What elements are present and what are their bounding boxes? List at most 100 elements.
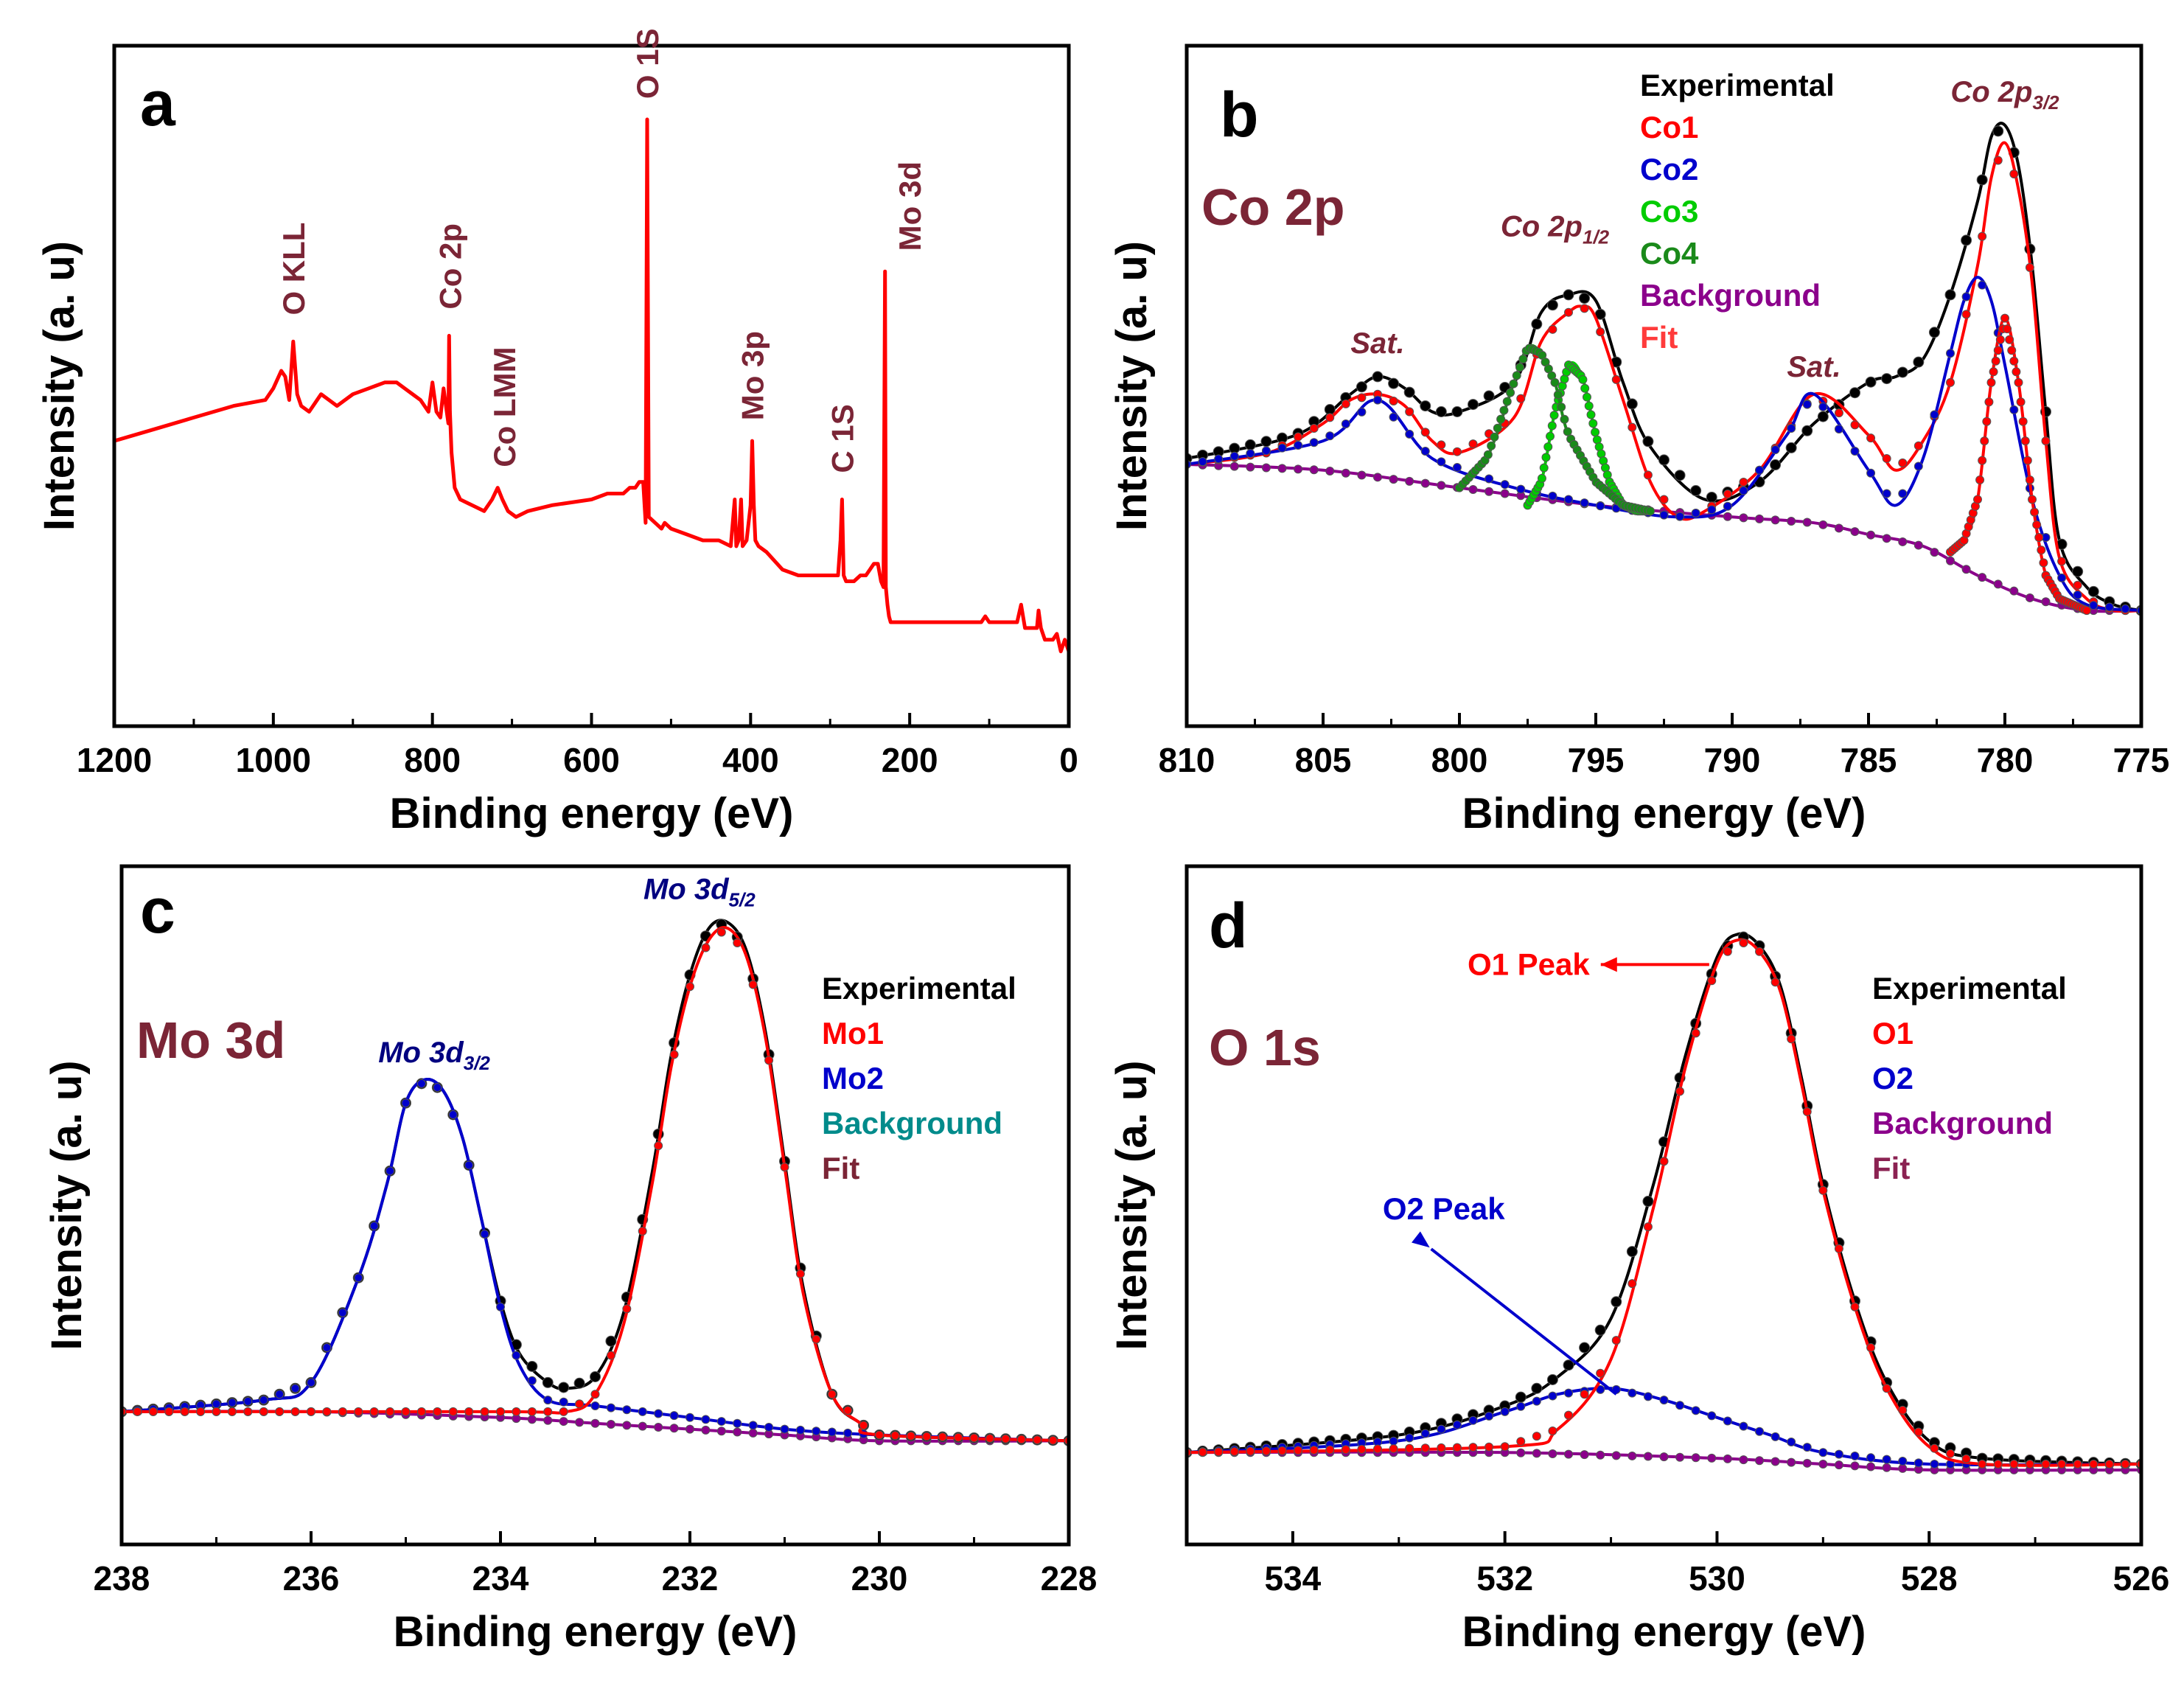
- data-point: [1357, 470, 1367, 480]
- data-point: [2087, 585, 2099, 597]
- data-point: [875, 1430, 884, 1440]
- x-axis-title: Binding energy (eV): [390, 790, 794, 837]
- data-point: [1913, 1427, 1923, 1437]
- data-point: [1403, 386, 1415, 398]
- data-point: [2009, 405, 2019, 414]
- legend-entry: Background: [1640, 278, 1821, 313]
- data-point: [1548, 324, 1557, 334]
- data-point: [2089, 1460, 2098, 1469]
- data-point: [2009, 170, 2019, 179]
- data-point: [1882, 489, 1891, 498]
- data-point: [559, 1407, 568, 1416]
- data-point: [1770, 978, 1780, 987]
- data-point: [1309, 465, 1319, 475]
- data-point: [1913, 461, 1923, 471]
- data-point: [1946, 556, 1955, 565]
- data-point: [716, 1417, 726, 1427]
- data-point: [638, 1227, 647, 1236]
- data-point: [1547, 421, 1557, 431]
- x-tick-label: 810: [1159, 741, 1215, 779]
- data-point: [1802, 1443, 1812, 1452]
- data-point: [1802, 1107, 1812, 1117]
- legend-entry: Co1: [1640, 110, 1698, 144]
- data-point: [1580, 498, 1589, 508]
- data-point: [2009, 1460, 2019, 1469]
- data-point: [338, 1407, 347, 1416]
- data-point: [512, 1407, 521, 1416]
- data-point: [1675, 1401, 1685, 1410]
- data-point: [1564, 1410, 1573, 1420]
- x-tick-label: 800: [1431, 741, 1488, 779]
- peak-annotation: Mo 3d3/2: [378, 1037, 490, 1074]
- data-point: [2041, 1460, 2051, 1469]
- data-point: [354, 1407, 363, 1416]
- data-point: [685, 1412, 694, 1422]
- data-point: [1866, 433, 1876, 443]
- series-survey: [114, 117, 1069, 654]
- data-point: [1420, 478, 1430, 488]
- data-point: [985, 1434, 994, 1443]
- data-point: [1626, 1246, 1638, 1258]
- annotation-subscript: 3/2: [464, 1052, 491, 1074]
- data-point: [2000, 313, 2009, 323]
- data-point: [622, 1421, 632, 1430]
- legend-entry: Mo1: [822, 1016, 884, 1051]
- data-point: [1588, 419, 1598, 428]
- data-point: [1564, 1388, 1573, 1398]
- data-point: [526, 1360, 538, 1372]
- data-point: [1984, 397, 1994, 407]
- data-point: [1550, 377, 1560, 387]
- data-point: [1485, 1442, 1494, 1452]
- data-point: [1405, 407, 1414, 417]
- data-point: [1437, 440, 1446, 450]
- data-point: [1787, 1437, 1796, 1446]
- data-point: [1563, 427, 1572, 436]
- data-point: [1961, 310, 1971, 319]
- data-point: [1563, 289, 1574, 301]
- element-title: Mo 3d: [136, 1011, 285, 1069]
- x-tick-label: 1200: [77, 741, 152, 779]
- data-point: [1675, 1087, 1685, 1096]
- data-point: [1564, 495, 1573, 504]
- series-line: [1949, 316, 2087, 612]
- peak-label: O 1S: [630, 28, 665, 99]
- data-point: [764, 1422, 774, 1432]
- o1-peak-label: O1 Peak: [1468, 947, 1590, 981]
- data-point: [1818, 1185, 1828, 1195]
- data-point: [1866, 468, 1876, 478]
- data-point: [1500, 480, 1510, 490]
- data-point: [2089, 601, 2098, 610]
- data-point: [1755, 947, 1764, 956]
- data-point: [1866, 530, 1876, 540]
- data-point: [1898, 537, 1908, 546]
- data-point: [1341, 468, 1350, 478]
- data-point: [1849, 387, 1860, 399]
- data-point: [669, 1050, 679, 1059]
- data-point: [1882, 1463, 1891, 1472]
- data-point: [795, 1425, 805, 1435]
- data-point: [1611, 375, 1621, 384]
- data-point: [1468, 399, 1479, 411]
- x-axis-title: Binding energy (eV): [1462, 790, 1866, 837]
- data-point: [322, 1343, 332, 1352]
- data-point: [1691, 1406, 1700, 1415]
- data-point: [275, 1390, 285, 1399]
- data-point: [1405, 1433, 1414, 1443]
- annotation-subscript: 3/2: [2032, 91, 2059, 114]
- data-point: [606, 1420, 615, 1429]
- data-point: [1707, 1453, 1717, 1463]
- data-point: [748, 980, 758, 989]
- data-point: [496, 1302, 505, 1311]
- data-point: [1420, 428, 1430, 437]
- data-point: [733, 938, 742, 947]
- data-point: [1198, 1447, 1207, 1457]
- panel-d: 534 532 530 528 526 Binding energy (eV) Intens…: [1108, 864, 2169, 1656]
- axes-frame: [112, 43, 1071, 728]
- data-point: [2003, 324, 2012, 334]
- legend-entry: Fit: [1872, 1151, 1910, 1185]
- data-point: [1659, 1396, 1669, 1405]
- data-point: [1850, 420, 1860, 430]
- data-point: [1373, 395, 1382, 405]
- x-tick-label: 238: [94, 1559, 150, 1598]
- data-point: [1389, 396, 1398, 405]
